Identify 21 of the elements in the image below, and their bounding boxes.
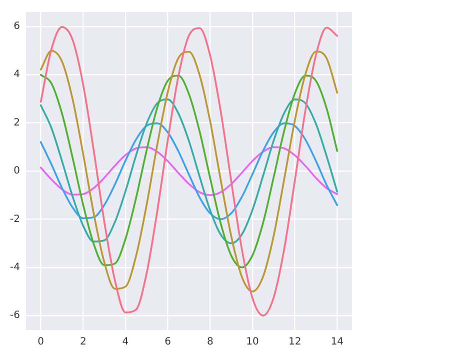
- y-tick-label: 4: [14, 69, 20, 80]
- line-series: [40, 122, 338, 220]
- x-tick-label: 2: [80, 336, 86, 348]
- x-tick-label: 0: [38, 336, 44, 348]
- x-tick-label: 14: [330, 336, 344, 348]
- y-tick-label: -6: [10, 310, 20, 322]
- line-series: [40, 74, 338, 268]
- line-series: [40, 98, 338, 244]
- y-tick-label: -2: [10, 214, 20, 225]
- y-tick-label: 2: [14, 117, 20, 128]
- y-tick-label: 0: [14, 166, 20, 177]
- x-tick-label: 6: [164, 336, 171, 348]
- line-series: [40, 26, 338, 316]
- x-tick-label: 4: [122, 336, 129, 348]
- line-series: [40, 50, 338, 292]
- x-tick-label: 12: [288, 336, 302, 348]
- y-tick-label: -4: [10, 262, 20, 273]
- line-series: [40, 146, 338, 196]
- x-tick-label: 8: [206, 336, 214, 348]
- y-tick-label: 6: [14, 21, 20, 32]
- x-tick-label: 10: [246, 336, 259, 348]
